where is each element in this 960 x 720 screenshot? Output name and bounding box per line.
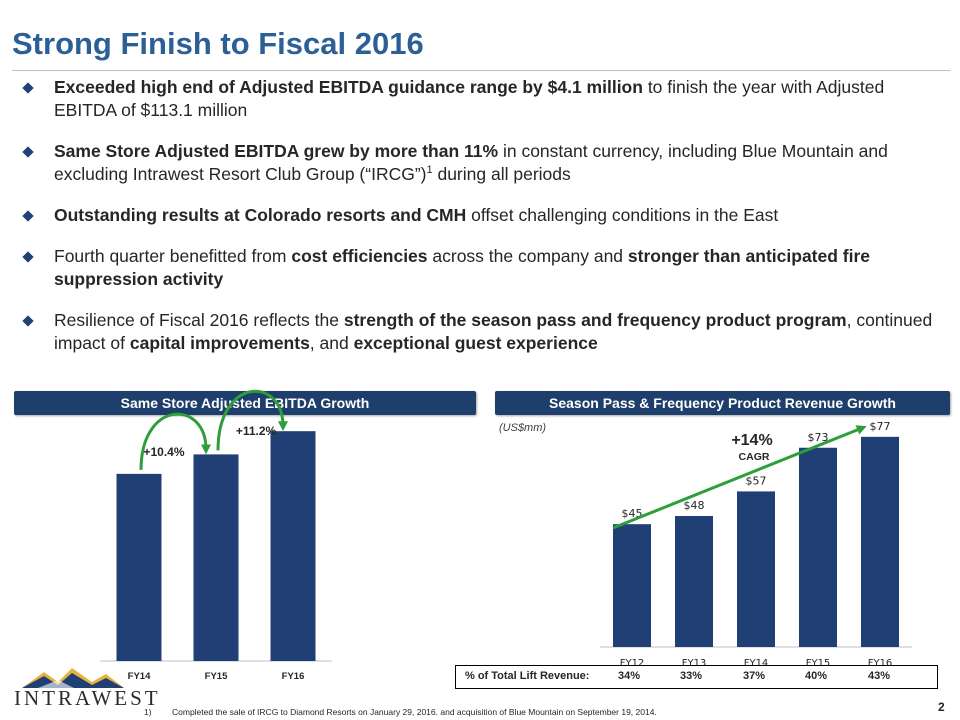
revenue-bar (737, 491, 775, 647)
revenue-data-label: $73 (808, 431, 829, 444)
ebitda-bar (270, 431, 316, 661)
revenue-bar (799, 447, 837, 647)
lift-revenue-table-label: % of Total Lift Revenue: (465, 670, 590, 682)
lift-revenue-pct: 40% (805, 670, 828, 682)
footnote: 1) Completed the sale of IRCG to Diamond … (144, 707, 657, 717)
bullet-emphasis: strength of the season pass and frequenc… (343, 310, 847, 330)
revenue-category-label: FY15 (806, 658, 831, 669)
revenue-category-label: FY13 (682, 658, 707, 669)
bullet-emphasis: Exceeded high end of Adjusted EBITDA gui… (54, 77, 643, 97)
bullet-emphasis: exceptional guest experience (353, 333, 598, 353)
footnote-number: 1) (144, 707, 152, 717)
mountain-logo-icon (22, 668, 124, 688)
revenue-category-label: FY16 (868, 658, 893, 669)
bullet-emphasis: capital improvements (129, 333, 310, 353)
lift-revenue-pct: 43% (868, 670, 891, 682)
ebitda-bar (193, 454, 239, 661)
growth-annotation: +11.2% (236, 424, 277, 438)
cagr-label: CAGR (739, 451, 770, 463)
bullet-text: to finish the year with Adjusted EBITDA … (54, 77, 885, 120)
bullet-text: during all periods (432, 164, 571, 184)
revenue-category-label: FY14 (744, 658, 769, 669)
revenue-bar (613, 524, 651, 647)
bullet-text: , continued impact of (54, 310, 933, 353)
growth-annotation: +10.4% (143, 445, 184, 459)
ebitda-category-label: FY15 (205, 671, 228, 682)
bullet-text: in constant currency, including Blue Mou… (54, 141, 888, 184)
bullet-list: Exceeded high end of Adjusted EBITDA gui… (18, 76, 938, 355)
bullet-item: Exceeded high end of Adjusted EBITDA gui… (18, 76, 938, 122)
bullet-text: Fourth quarter benefitted from (54, 246, 292, 266)
lift-revenue-table: % of Total Lift Revenue: 34% 33% 37% 40% 43% (455, 665, 938, 689)
right-chart-banner: Season Pass & Frequency Product Revenue … (495, 391, 950, 415)
lift-revenue-pct: 34% (618, 670, 641, 682)
ebitda-category-label: FY14 (128, 671, 151, 682)
page-number: 2 (938, 700, 945, 714)
lift-revenue-pct: 37% (743, 670, 766, 682)
logo-wordmark: INTRAWEST (14, 686, 161, 710)
bullet-emphasis: stronger than anticipated fire suppressi… (54, 246, 871, 289)
bullet-emphasis: Outstanding results at Colorado resorts … (54, 205, 467, 225)
bullet-item: Fourth quarter benefitted from cost effi… (18, 245, 938, 291)
bullet-text: , and (309, 333, 354, 353)
revenue-bar (675, 515, 713, 647)
bullet-item: Outstanding results at Colorado resorts … (18, 204, 938, 227)
bullet-emphasis: cost efficiencies (291, 246, 428, 266)
footnote-text: Completed the sale of IRCG to Diamond Re… (172, 707, 657, 717)
bullet-text: Resilience of Fiscal 2016 reflects the (54, 310, 344, 330)
unit-note: (US$mm) (499, 422, 547, 434)
cagr-value: +14% (731, 432, 772, 449)
bullet-text: across the company and (427, 246, 628, 266)
bullet-emphasis: Same Store Adjusted EBITDA grew by more … (54, 141, 499, 161)
intrawest-logo: INTRAWEST (14, 668, 158, 710)
lift-revenue-pct: 33% (680, 670, 703, 682)
bullet-text: offset challenging conditions in the Eas… (466, 205, 779, 225)
revenue-data-label: $48 (684, 499, 705, 512)
growth-arrow (139, 412, 211, 470)
bullet-text: 1 (426, 164, 433, 177)
ebitda-category-label: FY16 (282, 671, 305, 682)
revenue-data-label: $57 (746, 474, 767, 487)
bullet-item: Resilience of Fiscal 2016 reflects the s… (18, 309, 938, 355)
revenue-bar (861, 436, 899, 647)
revenue-category-label: FY12 (620, 658, 645, 669)
title-divider (12, 70, 950, 71)
ebitda-bar (116, 473, 162, 661)
bullet-item: Same Store Adjusted EBITDA grew by more … (18, 140, 938, 186)
cagr-trend-arrow (612, 425, 867, 530)
page-title: Strong Finish to Fiscal 2016 (12, 26, 424, 61)
revenue-data-label: $77 (870, 420, 891, 433)
left-chart-banner: Same Store Adjusted EBITDA Growth (14, 391, 476, 415)
growth-arrow (216, 389, 288, 451)
